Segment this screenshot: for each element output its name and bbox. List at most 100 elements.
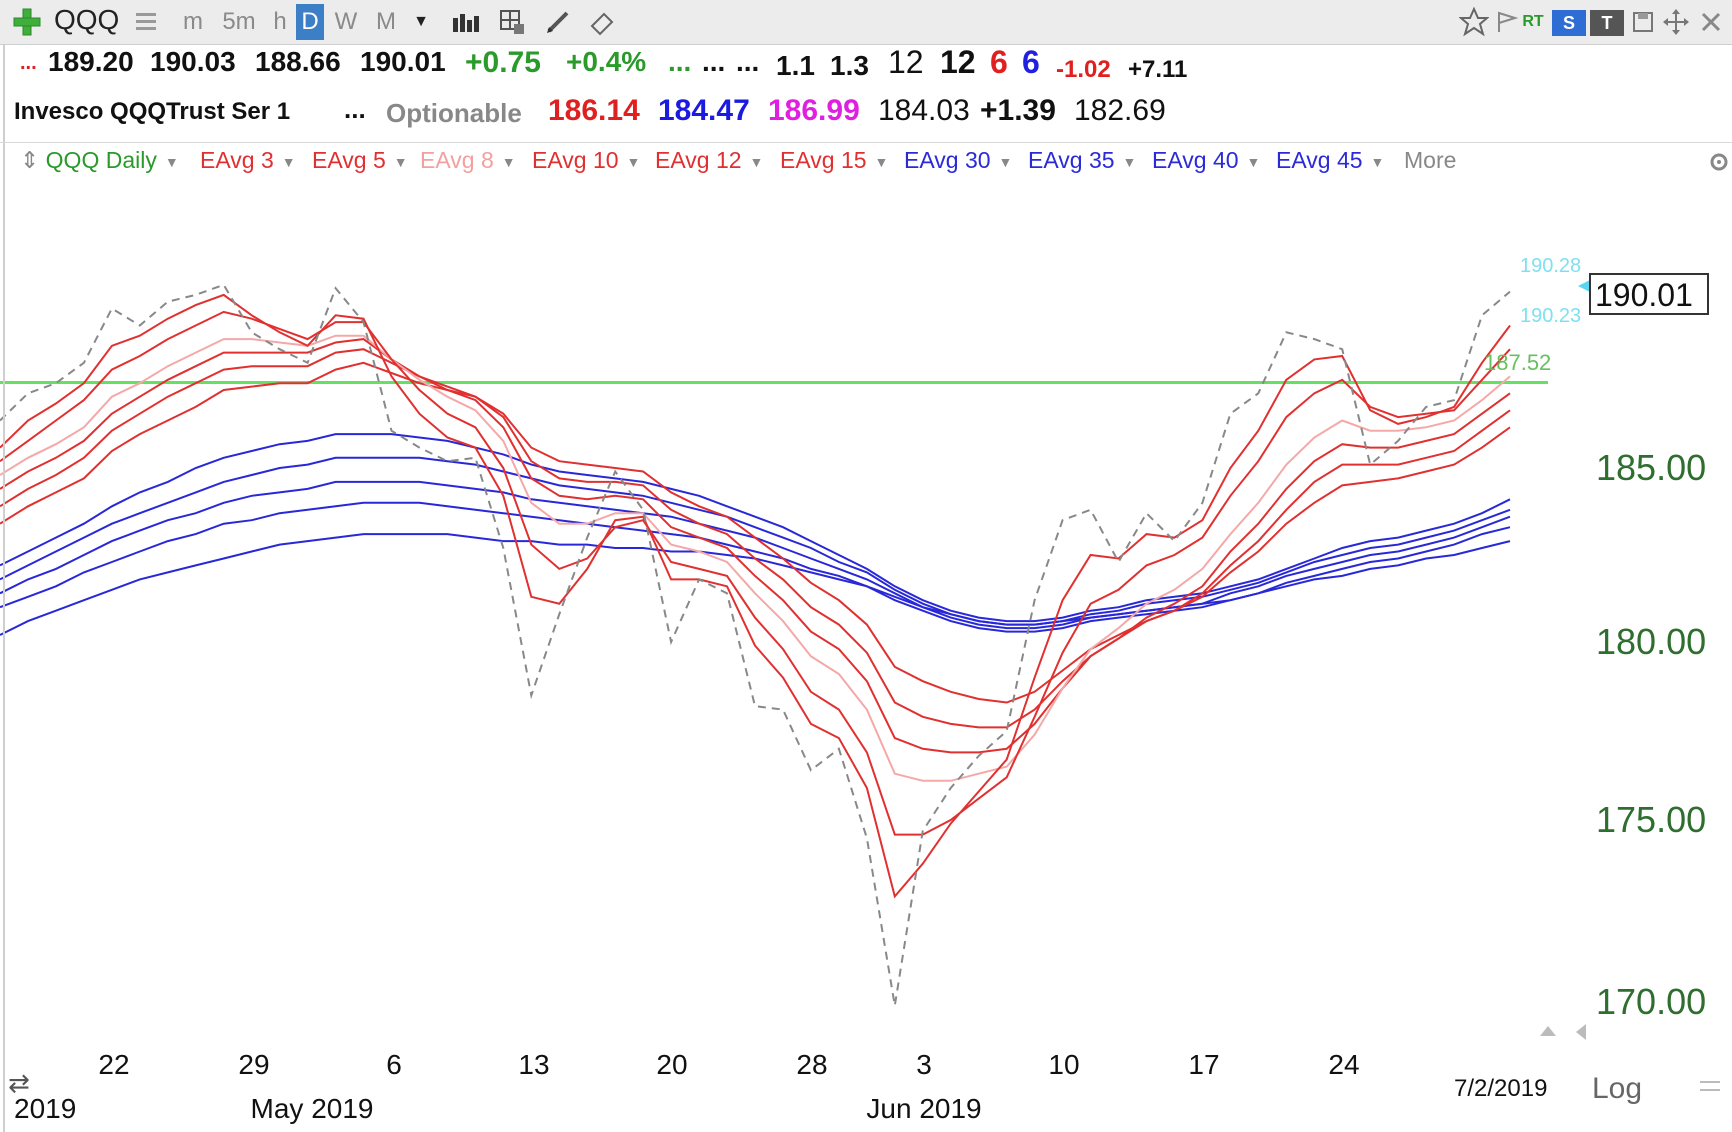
study-item[interactable]: EAvg 5 ▼	[312, 147, 408, 174]
change-value: +0.75	[465, 46, 541, 79]
indicator-icon[interactable]	[494, 4, 530, 40]
value-neg: -1.02	[1056, 56, 1111, 83]
eraser-icon[interactable]	[584, 4, 620, 40]
log-scale-label: Log	[1592, 1072, 1642, 1105]
x-tick-label: 3	[916, 1049, 932, 1080]
chevron-down-icon[interactable]: ▼	[413, 13, 429, 30]
row2-dots: ...	[344, 94, 366, 124]
study-item[interactable]: EAvg 3 ▼	[200, 147, 296, 174]
study-item-label: EAvg 12	[655, 147, 742, 173]
month-label: 2019	[14, 1093, 76, 1124]
x-tick-label: 10	[1048, 1049, 1079, 1080]
study-item[interactable]: EAvg 40 ▼	[1152, 147, 1260, 174]
y-tick-label: 175.00	[1596, 799, 1706, 840]
interval-m[interactable]: m	[183, 8, 203, 35]
studies-bar: ⇕ QQQ Daily ▼ EAvg 3 ▼ EAvg 5 ▼ EAvg 8 ▼ EAvg 1…	[0, 142, 1732, 181]
label-upper: 190.28	[1520, 255, 1581, 277]
chevron-down-icon[interactable]: ▼	[501, 153, 516, 170]
move-icon[interactable]	[1660, 4, 1692, 40]
interval-5m[interactable]: 5m	[222, 8, 256, 35]
study-item-label: EAvg 3	[200, 147, 274, 173]
chevron-down-icon[interactable]: ▼	[281, 153, 296, 170]
interval-month[interactable]: M	[376, 8, 396, 35]
scroll-up-icon	[1540, 1026, 1556, 1036]
x-tick-label: 22	[98, 1049, 129, 1080]
date-label: 7/2/2019	[1454, 1075, 1547, 1102]
label-lower: 190.23	[1520, 305, 1581, 327]
interval-h[interactable]: h	[273, 8, 287, 35]
price-black: 184.03	[878, 94, 970, 127]
s-button[interactable]: S	[1552, 10, 1586, 36]
chevron-down-icon[interactable]: ▼	[874, 153, 889, 170]
chevron-down-icon: ▼	[164, 153, 179, 170]
chevron-down-icon[interactable]: ▼	[749, 153, 764, 170]
study-item[interactable]: EAvg 8 ▼	[420, 147, 516, 174]
study-item-label: EAvg 15	[780, 147, 867, 173]
chevron-down-icon[interactable]: ▼	[1246, 153, 1261, 170]
save-icon[interactable]	[1628, 4, 1658, 40]
open-value: 189.20	[48, 46, 134, 77]
study-item-label: EAvg 40	[1152, 147, 1239, 173]
value-1-1: 1.1	[776, 50, 815, 81]
swap-icon: ⇄	[8, 1069, 30, 1099]
y-tick-label: 170.00	[1596, 981, 1706, 1022]
interval-d[interactable]: D	[296, 4, 324, 40]
draw-icon[interactable]	[540, 4, 576, 40]
ema-series-line	[0, 334, 1511, 782]
star-icon[interactable]	[1456, 4, 1492, 40]
flag-icon[interactable]	[1494, 4, 1520, 40]
ema-series-line	[0, 361, 1511, 704]
dots-1: ...	[702, 46, 726, 77]
t-button[interactable]: T	[1590, 10, 1624, 36]
chevron-down-icon[interactable]: ▼	[998, 153, 1013, 170]
study-item[interactable]: EAvg 45 ▼	[1276, 147, 1384, 174]
y-tick-label: 180.00	[1596, 621, 1706, 662]
optionable-label: Optionable	[386, 98, 522, 128]
x-tick-label: 6	[386, 1049, 402, 1080]
value-6-blue: 6	[1022, 44, 1040, 80]
scroll-left-icon	[1576, 1024, 1586, 1040]
study-item[interactable]: EAvg 30 ▼	[904, 147, 1012, 174]
quote-row-2: Invesco QQQTrust Ser 1 ... Optionable 18…	[0, 94, 1732, 140]
toolbar: QQQ m 5m h D W M ▼ RT S T	[0, 0, 1732, 45]
high-value: 190.03	[150, 46, 236, 77]
price-blue: 184.47	[658, 94, 750, 127]
chevron-down-icon[interactable]: ▼	[1370, 153, 1385, 170]
x-tick-label: 24	[1328, 1049, 1359, 1080]
rt-label[interactable]: RT	[1522, 13, 1544, 30]
study-item[interactable]: EAvg 15 ▼	[780, 147, 888, 174]
interval-w[interactable]: W	[334, 8, 358, 35]
price-magenta: 186.99	[768, 94, 860, 127]
symbol-input[interactable]: QQQ	[54, 4, 120, 35]
change-percent: +0.4%	[566, 46, 647, 77]
updown-icon: ⇕	[20, 147, 40, 173]
chevron-down-icon[interactable]: ▼	[393, 153, 408, 170]
low-value: 188.66	[255, 46, 341, 77]
price-change: +1.39	[980, 94, 1056, 127]
ema-series-line	[0, 501, 1511, 633]
ema-series-line	[0, 338, 1511, 754]
quote-row-1: ... 189.20 190.03 188.66 190.01 +0.75 +0…	[0, 44, 1732, 92]
price-red: 186.14	[548, 94, 640, 127]
study-item-label: EAvg 8	[420, 147, 494, 173]
settings-icon[interactable]	[1708, 151, 1730, 179]
chevron-down-icon[interactable]: ▼	[626, 153, 641, 170]
study-main[interactable]: ⇕ QQQ Daily ▼	[20, 147, 179, 174]
study-item[interactable]: EAvg 35 ▼	[1028, 147, 1136, 174]
chevron-down-icon[interactable]: ▼	[1122, 153, 1137, 170]
value-6-red: 6	[990, 44, 1008, 80]
lead-dots: ...	[20, 52, 37, 74]
study-item[interactable]: EAvg 12 ▼	[655, 147, 763, 174]
more-button[interactable]: More	[1404, 147, 1457, 173]
x-tick-label: 13	[518, 1049, 549, 1080]
study-main-label: QQQ Daily	[45, 147, 157, 173]
study-item[interactable]: EAvg 10 ▼	[532, 147, 640, 174]
x-tick-label: 20	[656, 1049, 687, 1080]
close-icon[interactable]	[1696, 4, 1726, 40]
value-12-a: 12	[888, 44, 924, 80]
list-icon[interactable]	[130, 4, 162, 40]
bar-chart-icon[interactable]	[448, 4, 484, 40]
value-12-b: 12	[940, 44, 976, 80]
add-icon[interactable]	[8, 4, 46, 40]
